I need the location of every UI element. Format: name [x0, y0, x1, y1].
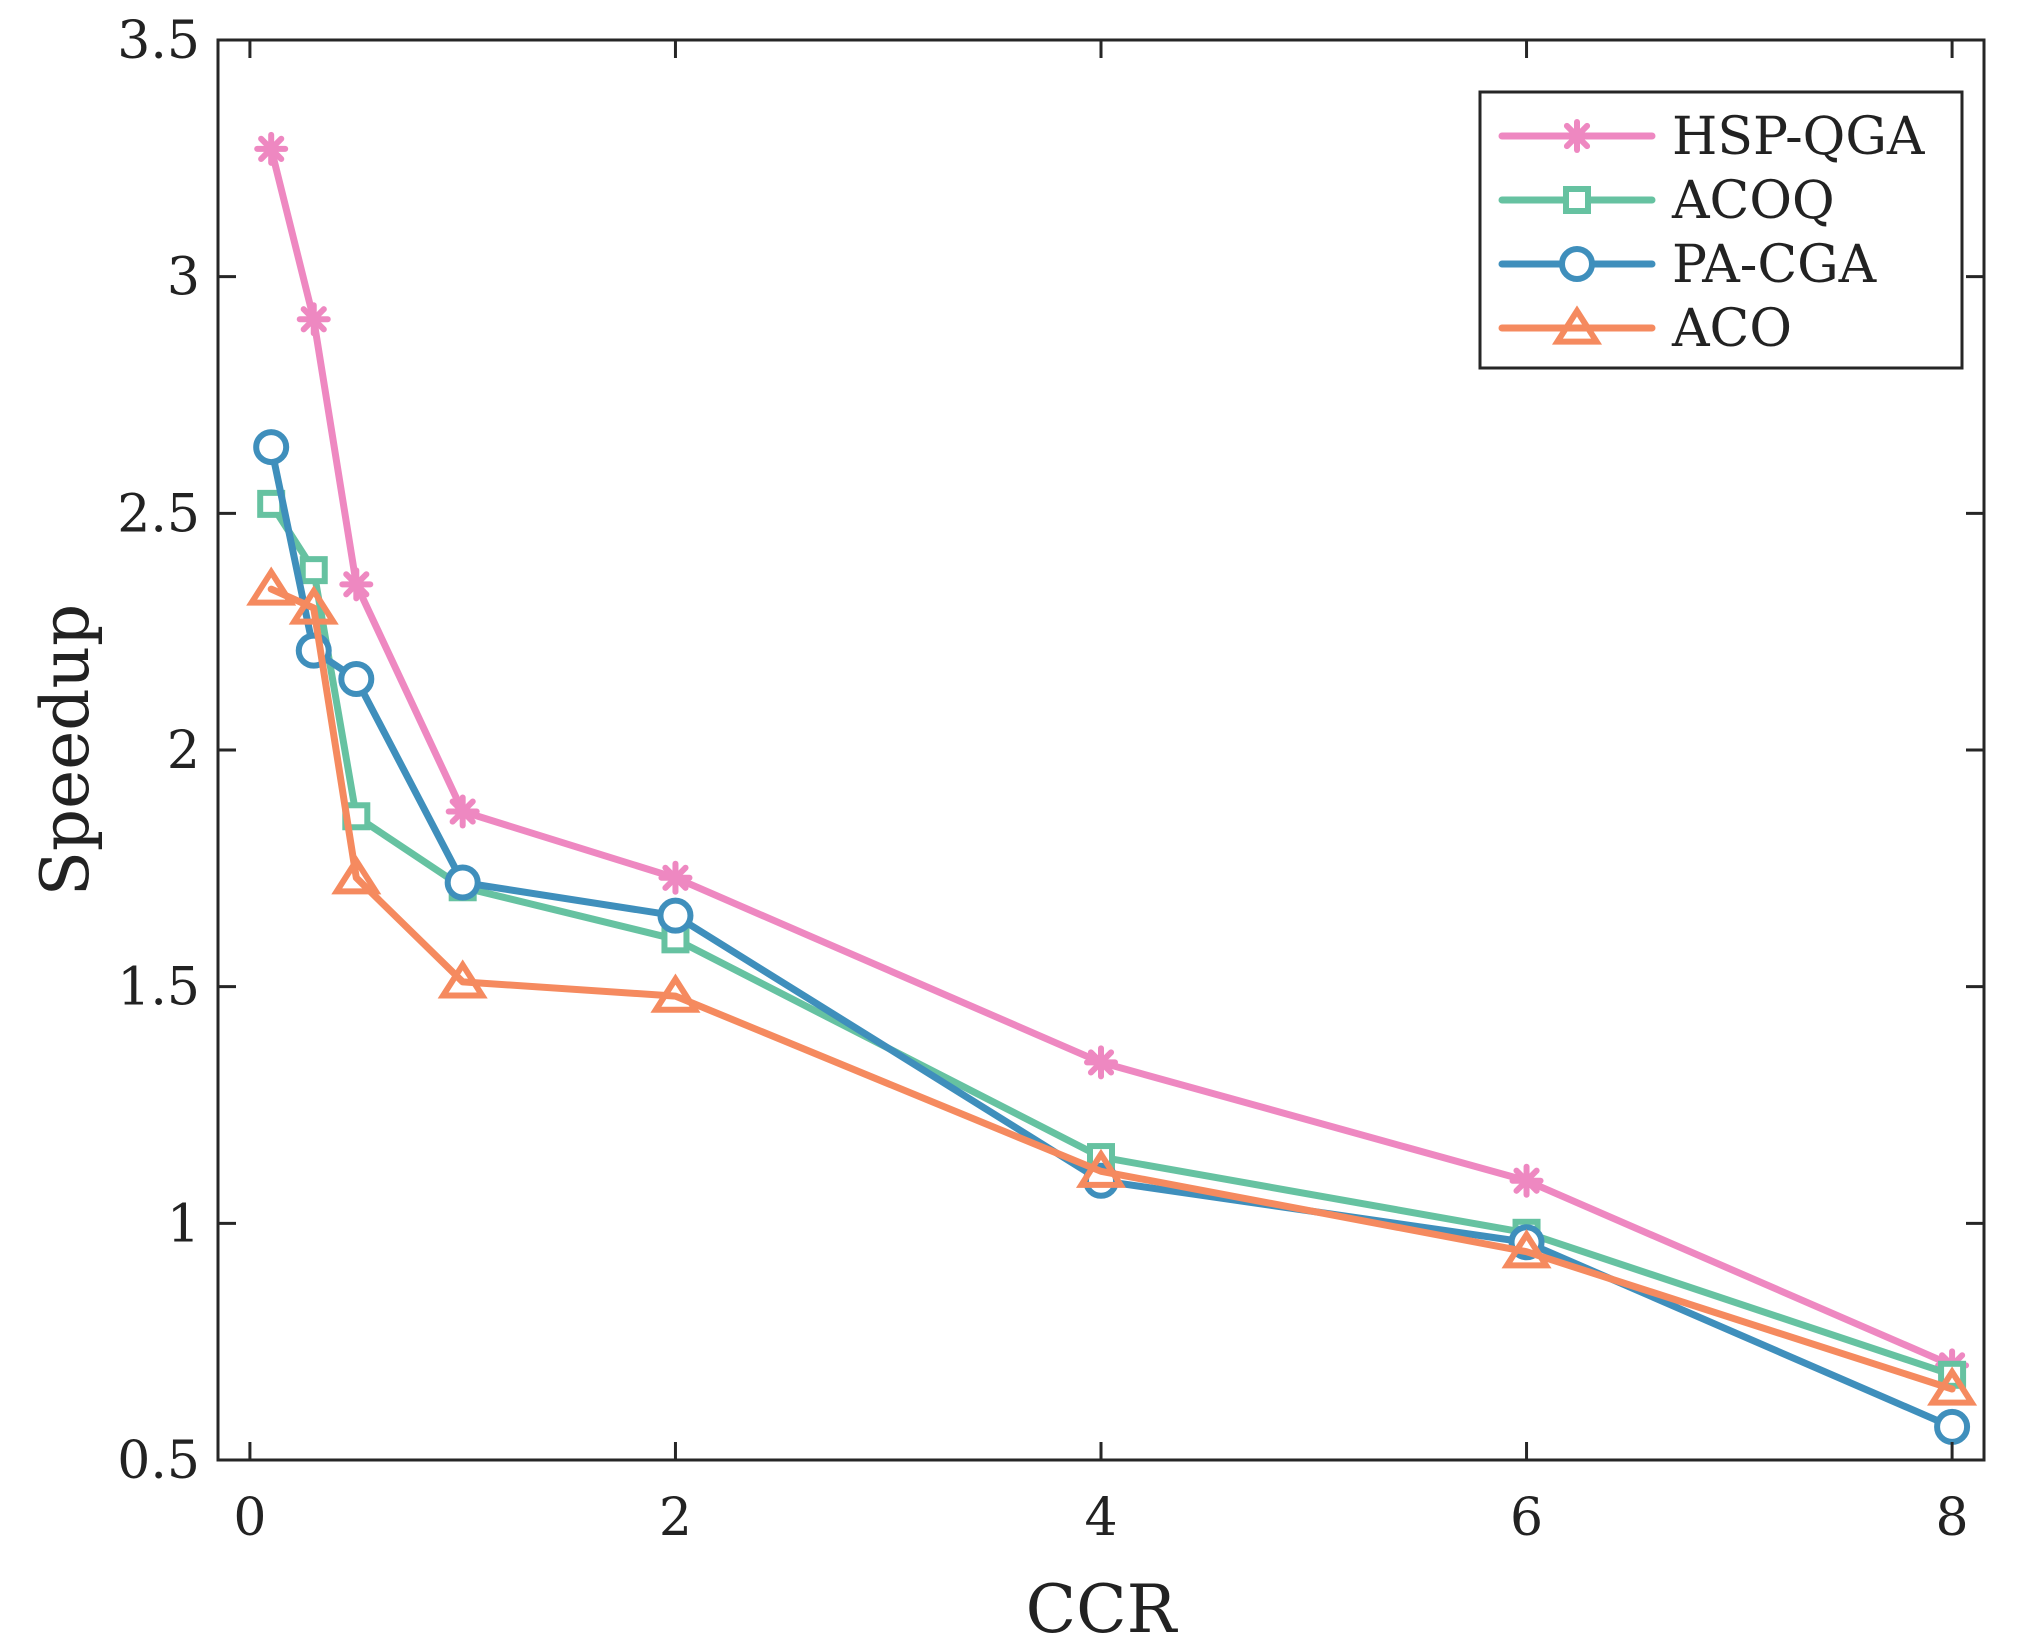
- series-aco: [246, 566, 1978, 1406]
- legend-marker-acoq: [1563, 186, 1591, 214]
- x-tick-label: 8: [1936, 1488, 1969, 1548]
- legend-entry-pa-cga: PA-CGA: [1498, 235, 1878, 295]
- legend-entry-acoq: ACOQ: [1498, 171, 1835, 231]
- series-line-aco: [267, 585, 1956, 1393]
- legend-entry-hsp-qga: HSP-QGA: [1498, 107, 1926, 167]
- data-point-pa-cga: [338, 661, 375, 697]
- legend-marker-pa-cga: [1559, 246, 1595, 282]
- data-point-aco: [1501, 1229, 1552, 1269]
- data-point-hsp-qga: [1509, 1163, 1544, 1198]
- data-point-acoq: [299, 556, 328, 585]
- x-tick-label: 0: [233, 1488, 266, 1548]
- series-line-acoq: [267, 500, 1956, 1379]
- data-point-pa-cga: [1934, 1408, 1971, 1445]
- data-point-pa-cga: [444, 864, 481, 901]
- legend-marker-hsp-qga: [1560, 119, 1594, 153]
- data-point-aco: [288, 585, 339, 625]
- data-point-hsp-qga: [445, 794, 480, 829]
- data-point-pa-cga: [657, 897, 694, 934]
- legend-entry-aco: ACO: [1498, 299, 1792, 359]
- legend-label-pa-cga: PA-CGA: [1672, 235, 1878, 295]
- series-layer: [246, 131, 1978, 1445]
- legend-label-aco: ACO: [1671, 299, 1792, 359]
- x-axis-label: CCR: [1026, 1571, 1179, 1644]
- data-point-hsp-qga: [339, 567, 374, 602]
- series-acoq: [257, 489, 1967, 1389]
- series-hsp-qga: [254, 131, 1970, 1383]
- data-point-hsp-qga: [296, 302, 331, 337]
- y-tick-label: 1: [167, 1194, 200, 1254]
- y-tick-label: 2: [167, 721, 200, 781]
- data-point-aco: [650, 973, 701, 1013]
- x-tick-label: 2: [659, 1488, 692, 1548]
- legend-label-acoq: ACOQ: [1671, 171, 1835, 231]
- axes-layer: 0 2 4 6 8 0.5 1 1.5 2 2.5 3 3.5: [117, 11, 1984, 1548]
- y-axis-label: Speedup: [27, 604, 104, 897]
- y-tick-label: 3.5: [117, 11, 200, 71]
- legend-marker-aco: [1551, 305, 1603, 345]
- y-tick-label: 1.5: [117, 958, 200, 1018]
- legend-label-hsp-qga: HSP-QGA: [1672, 107, 1926, 167]
- x-tick-label: 4: [1084, 1488, 1117, 1548]
- x-tick-label: 6: [1510, 1488, 1543, 1548]
- y-tick-label: 3: [167, 248, 200, 308]
- data-point-hsp-qga: [1084, 1045, 1118, 1080]
- data-point-hsp-qga: [254, 131, 289, 166]
- y-tick-label: 0.5: [117, 1431, 200, 1491]
- y-tick-label: 2.5: [117, 484, 200, 544]
- data-point-aco: [246, 566, 297, 606]
- data-point-aco: [437, 959, 488, 999]
- data-point-aco: [1075, 1148, 1127, 1188]
- data-point-aco: [1927, 1366, 1978, 1406]
- data-point-pa-cga: [253, 429, 290, 466]
- series-line-hsp-qga: [267, 145, 1956, 1369]
- data-point-hsp-qga: [658, 860, 693, 895]
- data-point-aco: [331, 855, 382, 895]
